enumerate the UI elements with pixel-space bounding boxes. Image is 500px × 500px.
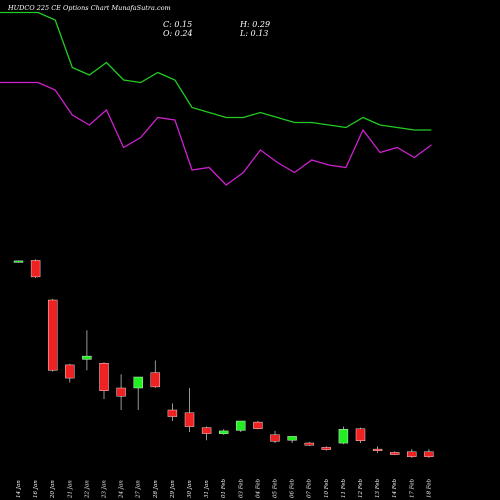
candle-body <box>321 447 331 450</box>
chart-title: HUDCO 225 CE Options Chart MunafaSutra.c… <box>8 4 171 12</box>
indicator-line-1 <box>0 11 432 131</box>
candle-body <box>372 448 383 451</box>
candle-body <box>270 434 280 442</box>
candle-body <box>338 429 349 444</box>
indicator-lines <box>0 11 432 186</box>
candle-body <box>218 430 229 434</box>
candle-body <box>236 420 246 431</box>
open-value: O: 0.24 <box>163 29 193 38</box>
x-tick-label: 10 Feb <box>324 478 330 498</box>
x-tick-label: 14 Jan <box>16 480 22 498</box>
indicator-line-2 <box>0 81 432 186</box>
x-tick-label: 04 Feb <box>255 478 261 498</box>
x-tick-label: 06 Feb <box>290 478 296 498</box>
candle-body <box>99 363 109 391</box>
x-tick-label: 05 Feb <box>273 478 279 498</box>
x-tick-label: 30 Jan <box>187 480 193 498</box>
candle-body <box>287 436 297 441</box>
candle-body <box>116 387 126 397</box>
x-tick-label: 16 Jan <box>33 480 39 498</box>
candle-body <box>390 452 400 455</box>
candle-body <box>82 355 92 360</box>
x-tick-label: 07 Feb <box>307 478 313 498</box>
candle-body <box>30 260 41 278</box>
candle-body <box>201 427 212 434</box>
candle-body <box>253 421 263 429</box>
candle-body <box>65 364 75 379</box>
x-tick-label: 29 Jan <box>170 480 176 499</box>
x-tick-label: 21 Jan <box>67 480 73 499</box>
x-tick-label: 23 Jan <box>102 480 108 499</box>
x-tick-label: 01 Feb <box>221 478 227 498</box>
candle-body <box>184 412 195 427</box>
candle-body <box>304 442 314 446</box>
candle-body <box>424 451 434 457</box>
x-tick-label: 17 Feb <box>409 478 415 498</box>
x-tick-label: 18 Feb <box>426 478 432 498</box>
x-tick-label: 12 Feb <box>358 478 364 498</box>
candle-body <box>48 299 58 371</box>
candle-body <box>13 260 24 263</box>
candlesticks <box>13 259 434 458</box>
x-tick-label: 20 Jan <box>50 480 56 499</box>
low-value: L: 0.13 <box>240 29 269 38</box>
candle-body <box>407 451 417 457</box>
x-tick-label: 31 Jan <box>204 480 210 498</box>
x-tick-label: 14 Feb <box>392 478 398 498</box>
x-tick-label: 24 Jan <box>119 480 125 499</box>
high-value: H: 0.29 <box>240 20 271 29</box>
close-value: C: 0.15 <box>163 20 193 29</box>
x-axis: 14 Jan 16 Jan 20 Jan 21 Jan 22 Jan 23 Jan 24 J… <box>16 478 432 499</box>
x-tick-label: 03 Feb <box>238 478 244 498</box>
x-tick-label: 22 Jan <box>84 480 90 499</box>
candle-body <box>133 376 143 389</box>
candle-body <box>150 372 161 388</box>
x-tick-label: 28 Jan <box>153 480 159 499</box>
x-tick-label: 27 Jan <box>136 480 142 499</box>
candle-body <box>355 428 366 442</box>
candle-body <box>167 409 178 417</box>
x-tick-label: 13 Feb <box>375 478 381 498</box>
x-tick-label: 11 Feb <box>341 478 347 498</box>
